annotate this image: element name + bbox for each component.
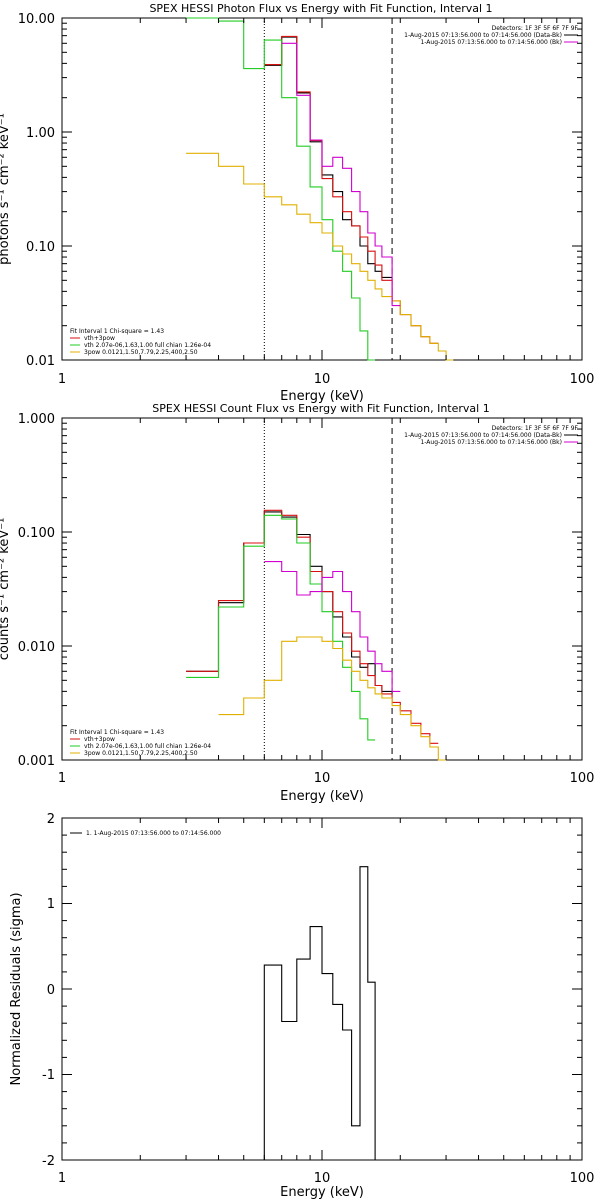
count-legend-3pow: 3pow 0.0121,1.50,7.79,2.25,400,2.50 [84,750,198,757]
residuals-y-tick-0: 0 [47,983,55,998]
count-y-tick-1: 1.000 [18,412,55,427]
photon-y-tick-1: 1.00 [26,126,55,141]
photon-chart-title: SPEX HESSI Photon Flux vs Energy with Fi… [149,2,492,15]
residuals-y-tick-1: 1 [47,897,55,912]
photon-fit-range-markers [263,18,393,360]
count-y-tick-0.01: 0.010 [18,640,55,655]
photon-y-tick-0.01: 0.01 [26,354,55,369]
residuals-legend-interval: 1. 1-Aug-2015 07:13:56.000 to 07:14:56.0… [86,830,221,837]
photon-series-4 [281,42,401,307]
residuals-axes [61,817,583,1161]
count-x-tick-100: 100 [570,771,595,786]
photon-flux-panel: SPEX HESSI Photon Flux vs Energy with Fi… [0,2,594,404]
residuals-x-tick-10: 10 [314,1171,331,1186]
photon-series-3 [186,152,454,361]
residuals-series-group [263,866,376,1160]
photon-x-tick-1: 1 [58,372,66,387]
photon-legend-total: vth+3pow [84,335,115,342]
count-x-tick-1: 1 [58,771,66,786]
photon-series-2 [186,17,376,361]
residuals-panel: 1 10 100 2 1 0 -1 -2 Normalized Residual… [9,812,594,1200]
photon-series-group [186,17,454,361]
residuals-plot-frame [61,817,583,1161]
count-series-3 [218,636,447,761]
count-chart-title: SPEX HESSI Count Flux vs Energy with Fit… [152,402,489,415]
residuals-x-tick-100: 100 [570,1171,595,1186]
photon-legend-detectors: Detectors: 1F 3F 5F 6F 7F 9F [492,25,579,32]
residuals-x-tick-1: 1 [58,1171,66,1186]
residuals-y-tick-minus1: -1 [42,1068,55,1083]
count-fit-range-markers [263,418,393,760]
count-flux-panel: SPEX HESSI Count Flux vs Energy with Fit… [0,402,594,804]
count-legend-total: vth+3pow [84,736,115,743]
count-series-2 [186,514,376,741]
count-legend-vth: vth 2.07e-06,1.63,1.00 full chian 1.26e-… [84,743,211,750]
count-series-4 [264,561,401,692]
residuals-y-tick-2: 2 [47,812,55,827]
count-legend-data-bk: 1-Aug-2015 07:13:56.000 to 07:14:56.000 … [404,432,562,439]
count-legend-bk: 1-Aug-2015 07:13:56.000 to 07:14:56.000 … [420,439,562,446]
photon-axes [61,17,583,361]
count-series-0 [186,511,393,692]
count-x-axis-label: Energy (keV) [280,789,364,804]
photon-y-tick-0.1: 0.10 [26,240,55,255]
photon-x-tick-10: 10 [314,372,331,387]
count-y-tick-0.001: 0.001 [18,754,55,769]
residuals-y-tick-minus2: -2 [42,1154,55,1169]
photon-x-tick-100: 100 [570,372,595,387]
photon-x-axis-label: Energy (keV) [280,389,364,404]
photon-y-axis-label: photons s⁻¹ cm⁻² keV⁻¹ [0,113,12,265]
photon-legend-3pow: 3pow 0.0121,1.50,7.79,2.25,400,2.50 [84,349,198,356]
count-legend-detectors: Detectors: 1F 3F 5F 6F 7F 9F [492,425,579,432]
count-series-1 [186,509,439,744]
residuals-y-axis-label: Normalized Residuals (sigma) [9,892,24,1085]
count-legend-chi: Fit Interval 1 Chi-square = 1.43 [70,729,164,736]
count-x-tick-10: 10 [314,771,331,786]
photon-series-0 [264,36,393,278]
photon-legend-bk: 1-Aug-2015 07:13:56.000 to 07:14:56.000 … [420,39,562,46]
photon-legend-data-bk: 1-Aug-2015 07:13:56.000 to 07:14:56.000 … [404,32,562,39]
count-series-group [186,509,447,761]
residuals-series-0 [263,866,376,1160]
photon-legend-vth: vth 2.07e-06,1.63,1.00 full chian 1.26e-… [84,342,211,349]
photon-legend-chi: Fit Interval 1 Chi-square = 1.43 [70,328,164,335]
count-y-tick-0.1: 0.100 [18,526,55,541]
count-axes [61,417,583,761]
photon-y-tick-10: 10.00 [18,12,55,27]
count-y-axis-label: counts s⁻¹ cm⁻² keV⁻¹ [0,518,12,661]
residuals-x-axis-label: Energy (keV) [280,1185,364,1200]
